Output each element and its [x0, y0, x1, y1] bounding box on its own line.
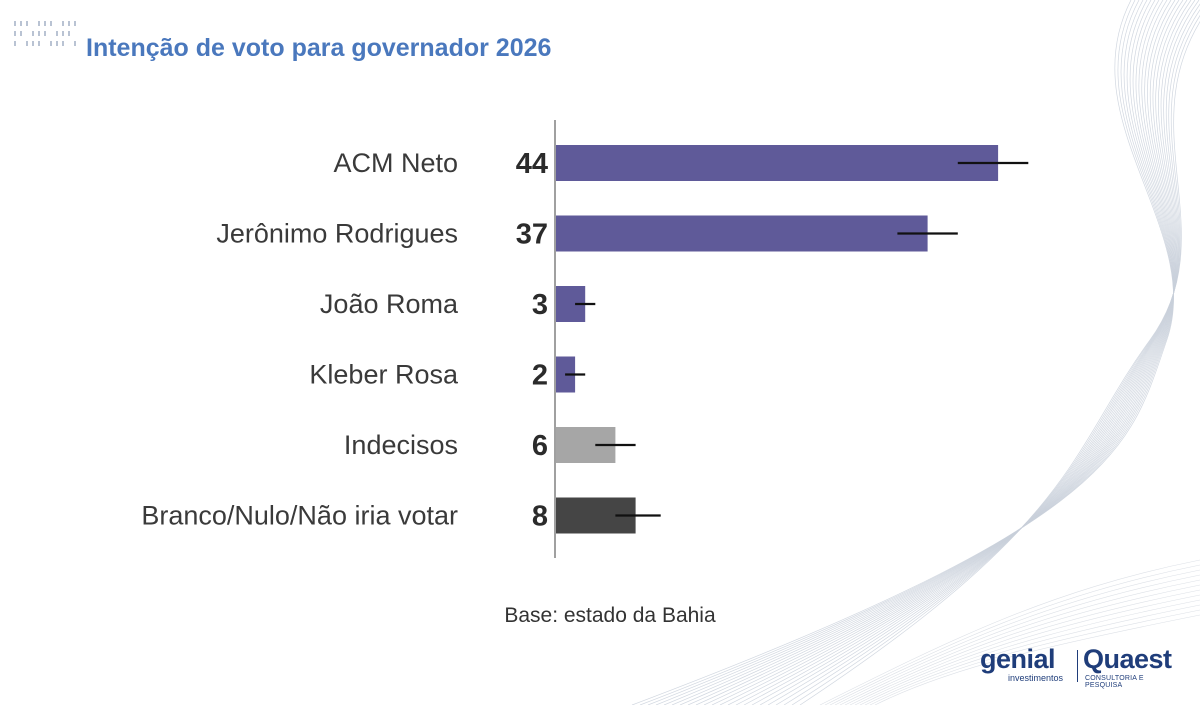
category-label: Jerônimo Rodrigues	[216, 219, 458, 249]
chart-title: Intenção de voto para governador 2026	[86, 34, 552, 62]
genial-logo: genial	[980, 644, 1056, 674]
bar	[555, 215, 928, 252]
category-label: ACM Neto	[333, 148, 458, 178]
category-label: João Roma	[320, 289, 459, 319]
genial-subtitle: investimentos	[1008, 673, 1064, 683]
bar	[555, 145, 999, 181]
value-label: 8	[532, 501, 548, 533]
brand-separator	[1077, 650, 1078, 682]
category-label: Indecisos	[344, 430, 458, 460]
quaest-logo: Quaest	[1083, 644, 1172, 674]
value-label: 6	[532, 430, 548, 462]
value-label: 37	[516, 219, 548, 251]
value-label: 2	[532, 360, 548, 392]
value-label: 44	[516, 148, 548, 180]
value-label: 3	[532, 289, 548, 321]
quaest-subtitle: CONSULTORIA E PESQUISA	[1085, 675, 1144, 689]
category-label: Kleber Rosa	[309, 360, 459, 390]
bar	[555, 356, 576, 393]
dot-grid-logo	[14, 21, 76, 46]
category-label: Branco/Nulo/Não iria votar	[141, 501, 458, 531]
base-note: Base: estado da Bahia	[504, 604, 716, 627]
brand-logos: genial investimentos Quaest CONSULTORIA …	[980, 644, 1180, 689]
